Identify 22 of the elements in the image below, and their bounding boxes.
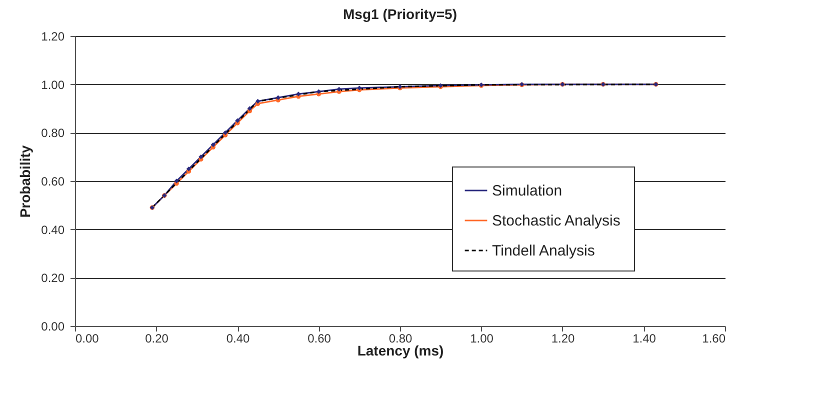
- x-tick-label: 1.40: [632, 332, 656, 346]
- x-tick-label: 0.40: [226, 332, 250, 346]
- x-tick-label: 0.80: [388, 332, 412, 346]
- x-tick-label: 0.60: [308, 332, 332, 346]
- x-tick-label: 1.20: [551, 332, 575, 346]
- y-tick-label: 1.20: [41, 30, 65, 44]
- y-tick-label: 0.40: [41, 222, 65, 237]
- x-tick-label: 1.60: [702, 332, 726, 346]
- x-tick-label: 1.00: [470, 332, 494, 346]
- legend-label: Stochastic Analysis: [492, 212, 620, 230]
- x-tick-label: 0.00: [76, 332, 100, 346]
- y-tick-label: 0.20: [41, 271, 65, 286]
- y-tick-label: 0.00: [41, 320, 65, 334]
- x-tick-label: 0.20: [145, 332, 169, 346]
- x-axis-title: Latency (ms): [357, 342, 444, 358]
- y-axis-title: Probability: [17, 145, 34, 218]
- legend-label: Simulation: [492, 182, 562, 200]
- legend-label: Tindell Analysis: [492, 242, 595, 260]
- y-tick-label: 0.80: [41, 126, 65, 140]
- chart-title: Msg1 (Priority=5): [343, 6, 457, 22]
- y-tick-label: 0.60: [41, 174, 65, 188]
- y-tick-label: 1.00: [41, 78, 65, 92]
